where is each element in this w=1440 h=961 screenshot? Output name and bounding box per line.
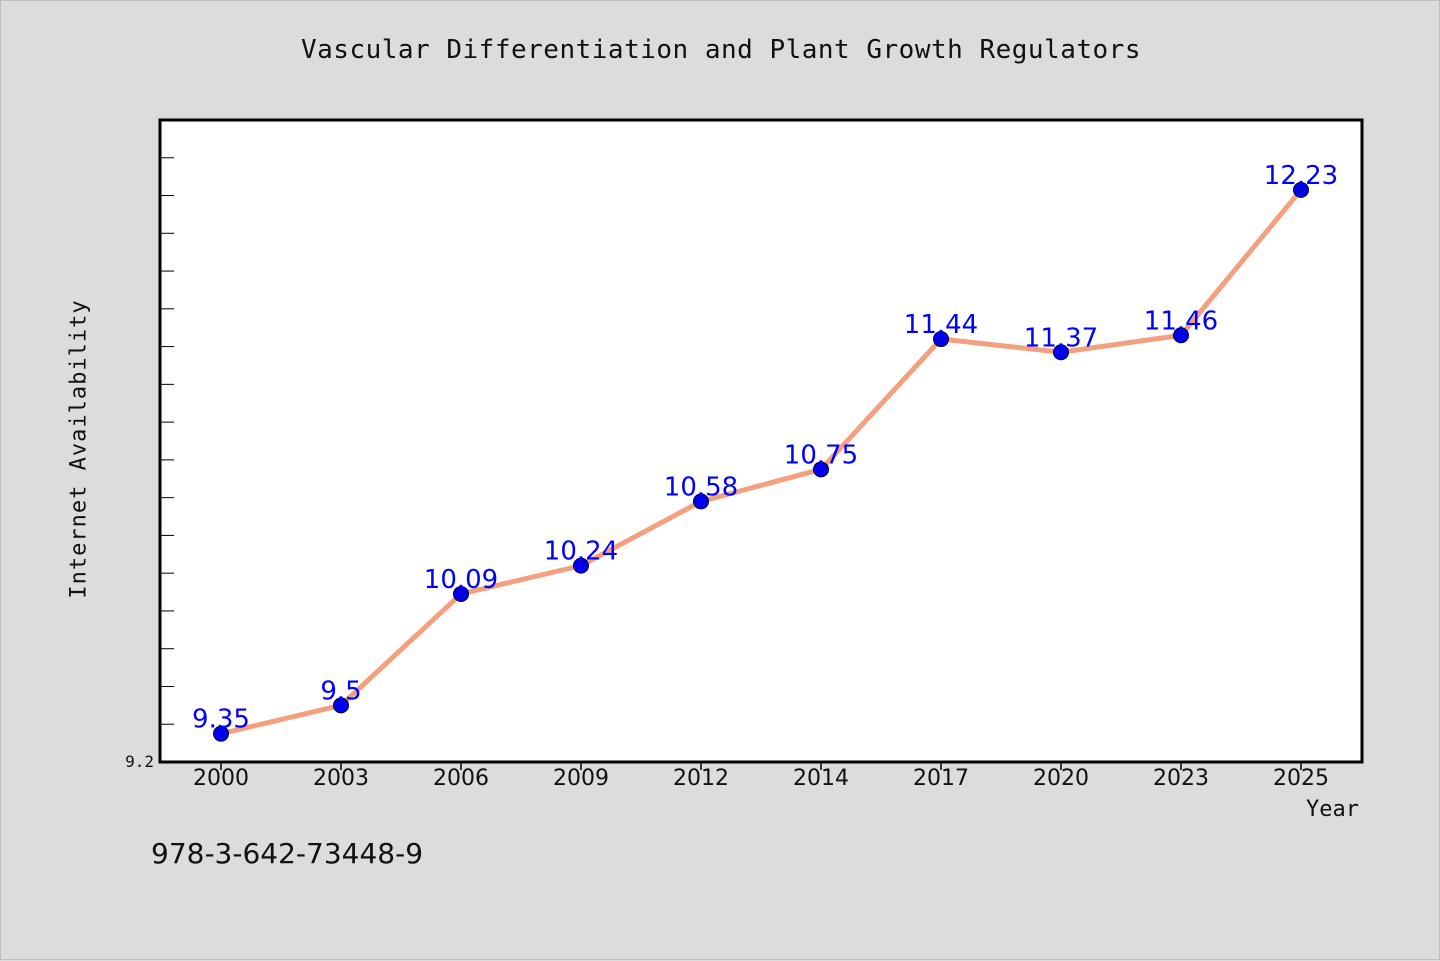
x-tick-label: 2012 xyxy=(673,766,729,791)
data-point xyxy=(933,331,949,348)
x-tick-label: 2006 xyxy=(433,766,489,791)
chart-title: Vascular Differentiation and Plant Growt… xyxy=(301,35,1141,65)
x-axis-label: Year xyxy=(1306,797,1359,822)
data-point xyxy=(573,557,589,574)
data-point xyxy=(693,493,709,510)
data-label: 10.58 xyxy=(664,472,738,502)
x-tick-label: 2017 xyxy=(913,766,969,791)
data-point xyxy=(213,725,229,742)
data-label: 11.44 xyxy=(904,310,978,340)
x-tick-label: 2023 xyxy=(1153,766,1209,791)
x-tick-label: 2014 xyxy=(793,766,849,791)
x-tick-label: 2000 xyxy=(193,766,249,791)
data-label: 11.46 xyxy=(1144,306,1218,336)
data-label: 11.37 xyxy=(1024,323,1098,353)
data-point xyxy=(333,697,349,714)
data-point xyxy=(813,461,829,478)
series-layer: 9.35 9.5 10.09 10.24 10.58 10.75 11.44 11.37 11.… xyxy=(192,161,1338,742)
x-tick-label: 2009 xyxy=(553,766,609,791)
data-label: 10.24 xyxy=(544,537,618,567)
data-label: 9.35 xyxy=(192,705,250,735)
data-point xyxy=(1173,327,1189,344)
plot-background xyxy=(158,118,1364,764)
y-axis-ticks: 9.2 xyxy=(125,157,174,771)
x-tick-label: 2025 xyxy=(1273,766,1329,791)
y-tick-label: 9.2 xyxy=(125,752,154,771)
footnote-isbn: 978-3-642-73448-9 xyxy=(151,837,424,870)
data-point xyxy=(1053,344,1069,361)
x-tick-label: 2020 xyxy=(1033,766,1089,791)
x-axis-ticks: 2000 2003 2006 2009 2012 2014 2017 2020 2023 2025 xyxy=(193,762,1329,791)
data-point xyxy=(453,585,469,602)
data-label: 10.75 xyxy=(784,440,858,470)
data-label: 10.09 xyxy=(424,565,498,595)
series-line xyxy=(218,187,1304,737)
x-tick-label: 2003 xyxy=(313,766,369,791)
data-label: 9.5 xyxy=(320,676,361,706)
data-point xyxy=(1293,181,1309,198)
data-label: 12.23 xyxy=(1264,161,1338,191)
